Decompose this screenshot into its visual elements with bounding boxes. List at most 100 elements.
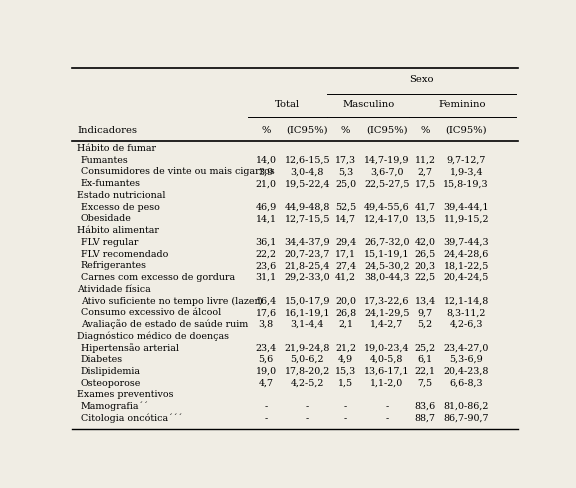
Text: 21,0: 21,0 [256, 179, 276, 188]
Text: Citologia oncótica´´´: Citologia oncótica´´´ [81, 414, 182, 423]
Text: 26,8: 26,8 [335, 308, 356, 317]
Text: 4,2-5,2: 4,2-5,2 [290, 379, 324, 387]
Text: 49,4-55,6: 49,4-55,6 [364, 203, 410, 212]
Text: %: % [420, 126, 430, 135]
Text: 22,5-27,5: 22,5-27,5 [364, 179, 410, 188]
Text: Total: Total [275, 100, 301, 109]
Text: 24,4-28,6: 24,4-28,6 [444, 249, 489, 259]
Text: 29,4: 29,4 [335, 238, 356, 247]
Text: %: % [262, 126, 271, 135]
Text: Feminino: Feminino [439, 100, 486, 109]
Text: 20,7-23,7: 20,7-23,7 [285, 249, 330, 259]
Text: 23,6: 23,6 [256, 261, 277, 270]
Text: 17,3: 17,3 [335, 156, 356, 165]
Text: 14,7-19,9: 14,7-19,9 [364, 156, 410, 165]
Text: 20,3: 20,3 [415, 261, 435, 270]
Text: 17,3-22,6: 17,3-22,6 [364, 297, 410, 305]
Text: Estado nutricional: Estado nutricional [77, 191, 166, 200]
Text: 5,3: 5,3 [338, 167, 353, 177]
Text: Obesidade: Obesidade [81, 214, 132, 224]
Text: 4,0-5,8: 4,0-5,8 [370, 355, 403, 364]
Text: 20,4-23,8: 20,4-23,8 [444, 367, 489, 376]
Text: 16,4: 16,4 [256, 297, 276, 305]
Text: 26,7-32,0: 26,7-32,0 [364, 238, 410, 247]
Text: 11,9-15,2: 11,9-15,2 [444, 214, 489, 224]
Text: 26,5: 26,5 [415, 249, 435, 259]
Text: 81,0-86,2: 81,0-86,2 [444, 402, 489, 411]
Text: 23,4: 23,4 [256, 344, 276, 352]
Text: 3,8: 3,8 [259, 320, 274, 329]
Text: -: - [385, 414, 388, 423]
Text: Hábito de fumar: Hábito de fumar [77, 144, 156, 153]
Text: 13,5: 13,5 [415, 214, 435, 224]
Text: -: - [264, 414, 268, 423]
Text: Diagnóstico médico de doenças: Diagnóstico médico de doenças [77, 331, 229, 341]
Text: Carnes com excesso de gordura: Carnes com excesso de gordura [81, 273, 235, 282]
Text: -: - [344, 414, 347, 423]
Text: 3,9: 3,9 [259, 167, 274, 177]
Text: Consumo excessivo de álcool: Consumo excessivo de álcool [81, 308, 221, 317]
Text: 39,7-44,3: 39,7-44,3 [444, 238, 489, 247]
Text: 5,6: 5,6 [259, 355, 274, 364]
Text: Atividade física: Atividade física [77, 285, 151, 294]
Text: 11,2: 11,2 [415, 156, 435, 165]
Text: 46,9: 46,9 [256, 203, 277, 212]
Text: 9,7: 9,7 [418, 308, 433, 317]
Text: 1,5: 1,5 [338, 379, 353, 387]
Text: 22,1: 22,1 [415, 367, 435, 376]
Text: 25,0: 25,0 [335, 179, 356, 188]
Text: -: - [264, 402, 268, 411]
Text: 3,1-4,4: 3,1-4,4 [290, 320, 324, 329]
Text: 21,8-25,4: 21,8-25,4 [285, 261, 330, 270]
Text: 36,1: 36,1 [256, 238, 277, 247]
Text: 4,2-6,3: 4,2-6,3 [449, 320, 483, 329]
Text: 20,0: 20,0 [335, 297, 356, 305]
Text: -: - [344, 402, 347, 411]
Text: 88,7: 88,7 [415, 414, 435, 423]
Text: Excesso de peso: Excesso de peso [81, 203, 160, 212]
Text: 23,4-27,0: 23,4-27,0 [444, 344, 489, 352]
Text: 13,6-17,1: 13,6-17,1 [364, 367, 410, 376]
Text: Ativo suficiente no tempo livre (lazer): Ativo suficiente no tempo livre (lazer) [81, 296, 263, 305]
Text: Masculino: Masculino [342, 100, 395, 109]
Text: 17,5: 17,5 [415, 179, 435, 188]
Text: FLV recomendado: FLV recomendado [81, 249, 168, 259]
Text: Hipertensão arterial: Hipertensão arterial [81, 343, 179, 353]
Text: Refrigerantes: Refrigerantes [81, 261, 147, 270]
Text: 15,3: 15,3 [335, 367, 357, 376]
Text: 44,9-48,8: 44,9-48,8 [285, 203, 330, 212]
Text: Ex-fumantes: Ex-fumantes [81, 179, 141, 188]
Text: 9,7-12,7: 9,7-12,7 [446, 156, 486, 165]
Text: 19,0: 19,0 [256, 367, 276, 376]
Text: 17,8-20,2: 17,8-20,2 [285, 367, 330, 376]
Text: -: - [306, 414, 309, 423]
Text: Indicadores: Indicadores [77, 126, 137, 135]
Text: Avaliação de estado de saúde ruim: Avaliação de estado de saúde ruim [81, 320, 248, 329]
Text: 14,1: 14,1 [256, 214, 276, 224]
Text: 12,7-15,5: 12,7-15,5 [285, 214, 330, 224]
Text: 22,5: 22,5 [415, 273, 435, 282]
Text: 25,2: 25,2 [415, 344, 435, 352]
Text: 34,4-37,9: 34,4-37,9 [285, 238, 330, 247]
Text: 22,2: 22,2 [256, 249, 276, 259]
Text: Sexo: Sexo [410, 75, 434, 84]
Text: 20,4-24,5: 20,4-24,5 [444, 273, 489, 282]
Text: 38,0-44,3: 38,0-44,3 [364, 273, 410, 282]
Text: 42,0: 42,0 [415, 238, 435, 247]
Text: 24,5-30,2: 24,5-30,2 [364, 261, 410, 270]
Text: 14,0: 14,0 [256, 156, 276, 165]
Text: 41,7: 41,7 [415, 203, 435, 212]
Text: 31,1: 31,1 [256, 273, 276, 282]
Text: 7,5: 7,5 [418, 379, 433, 387]
Text: 27,4: 27,4 [335, 261, 356, 270]
Text: 15,1-19,1: 15,1-19,1 [364, 249, 410, 259]
Text: 17,6: 17,6 [256, 308, 276, 317]
Text: (IC95%): (IC95%) [445, 126, 487, 135]
Text: %: % [341, 126, 350, 135]
Text: 12,6-15,5: 12,6-15,5 [285, 156, 330, 165]
Text: 18,1-22,5: 18,1-22,5 [444, 261, 489, 270]
Text: Diabetes: Diabetes [81, 355, 123, 364]
Text: 17,1: 17,1 [335, 249, 356, 259]
Text: 12,1-14,8: 12,1-14,8 [444, 297, 489, 305]
Text: 21,9-24,8: 21,9-24,8 [285, 344, 330, 352]
